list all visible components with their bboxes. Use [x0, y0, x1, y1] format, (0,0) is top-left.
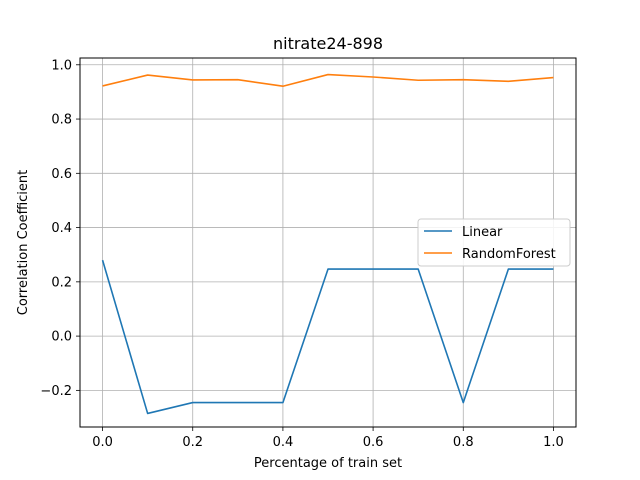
plot-frame	[79, 57, 577, 428]
x-tick-label: 1.0	[543, 435, 564, 450]
legend: Linear RandomForest	[417, 218, 571, 267]
y-tick-label: 0.2	[51, 275, 72, 290]
y-tick-label: 0.4	[51, 221, 72, 236]
y-axis-label: Correlation Coefficient	[16, 170, 31, 316]
y-tick-label: 0.0	[51, 330, 72, 345]
series-line-randomforest	[102, 73, 554, 88]
x-tick-label: 0.0	[92, 435, 113, 450]
x-tick-label: 0.8	[453, 435, 474, 450]
series-lines	[101, 73, 554, 415]
legend-box	[417, 218, 571, 267]
x-axis-label: Percentage of train set	[254, 456, 402, 471]
legend-label-linear: Linear	[462, 225, 503, 240]
y-tick-label: 0.6	[51, 167, 72, 182]
y-tick-label: 0.8	[51, 113, 72, 128]
y-tick-label: −0.2	[40, 384, 72, 399]
legend-label-randomforest: RandomForest	[462, 247, 556, 262]
x-tick-label: 0.6	[363, 435, 384, 450]
chart-title: nitrate24-898	[273, 34, 383, 53]
axis-ticks: 0.0 0.2 0.4 0.6 0.8 1.0 −0.2 0.0 0.2 0.4 0.6 0.8 1.0	[40, 58, 563, 450]
x-tick-label: 0.4	[273, 435, 294, 450]
y-tick-label: 1.0	[51, 58, 72, 73]
x-tick-label: 0.2	[182, 435, 203, 450]
series-line-linear	[101, 259, 554, 415]
